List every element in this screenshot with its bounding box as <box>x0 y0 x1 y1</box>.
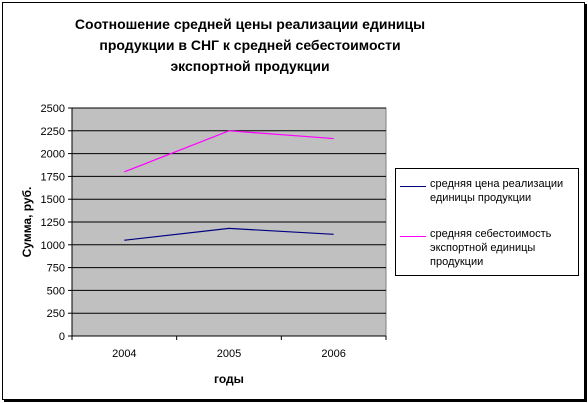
legend: средняя цена реализации единицы продукци… <box>395 168 579 276</box>
y-axis-title: Сумма, руб. <box>20 187 34 258</box>
series-line-1 <box>124 130 334 173</box>
x-tick-label: 2005 <box>217 348 241 360</box>
y-tick-label: 500 <box>47 285 65 297</box>
chart-title: Соотношение средней цены реализации един… <box>74 16 426 74</box>
y-tick-label: 0 <box>59 331 65 343</box>
y-tick-label: 2000 <box>41 149 65 161</box>
legend-label-cost: средняя себестоимость экспортной единицы… <box>430 228 552 268</box>
y-tick-label: 750 <box>47 263 65 275</box>
series-lines <box>124 130 334 241</box>
tick-labels: 0 250 500 750 1000 1250 1500 1750 2000 2250 2500 20… <box>41 103 346 360</box>
y-tick-label: 1750 <box>41 171 65 183</box>
legend-swatch-cost <box>400 236 426 237</box>
y-tick-label: 1250 <box>41 217 65 229</box>
x-tick-label: 2004 <box>112 348 136 360</box>
legend-label-price: средняя цена реализации единицы продукци… <box>430 178 564 204</box>
y-tick-label: 250 <box>47 308 65 320</box>
axes <box>68 107 387 340</box>
x-tick-label: 2006 <box>321 348 345 360</box>
legend-swatch-price <box>400 186 426 187</box>
gridlines <box>72 107 386 314</box>
y-tick-label: 1000 <box>41 240 65 252</box>
series-line-0 <box>124 227 334 241</box>
y-tick-label: 2250 <box>41 126 65 138</box>
y-tick-label: 1500 <box>41 194 65 206</box>
y-tick-label: 2500 <box>41 103 65 115</box>
x-axis-title: годы <box>214 372 244 386</box>
